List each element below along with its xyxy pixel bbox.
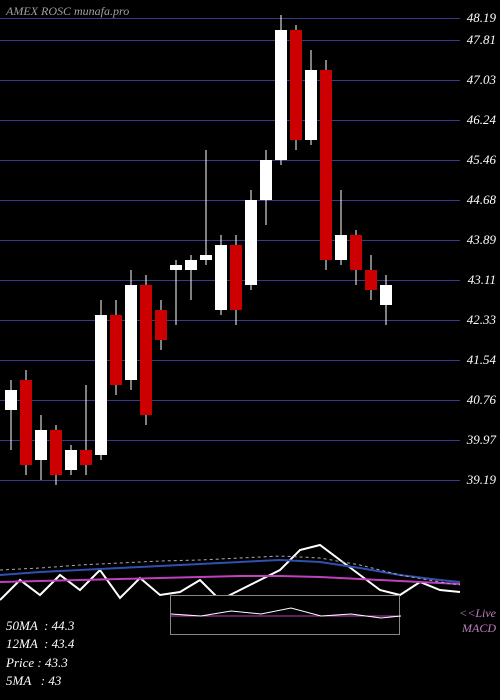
- y-axis-label: 48.19: [467, 10, 496, 26]
- candle[interactable]: [365, 0, 377, 500]
- candle[interactable]: [95, 0, 107, 500]
- candle-body: [110, 315, 122, 385]
- exchange-label: AMEX: [6, 4, 38, 18]
- candle[interactable]: [80, 0, 92, 500]
- candle[interactable]: [155, 0, 167, 500]
- stats-line: 12MA : 43.4: [6, 635, 74, 653]
- candle-body: [290, 30, 302, 140]
- candle[interactable]: [350, 0, 362, 500]
- macd-label: <<Live MACD: [459, 606, 496, 636]
- y-axis-label: 45.46: [467, 152, 496, 168]
- candle-body: [305, 70, 317, 140]
- candle[interactable]: [380, 0, 392, 500]
- y-axis: 48.19 47.81 47.03 46.24 45.46 44.68 43.89 43.11…: [460, 0, 498, 500]
- candle[interactable]: [230, 0, 242, 500]
- candle-body: [80, 450, 92, 465]
- y-axis-label: 43.11: [468, 272, 496, 288]
- candle-body: [140, 285, 152, 415]
- chart-container: AMEX ROSC munafa.pro 48.19 47.81 47.03 46.2…: [0, 0, 500, 700]
- candle[interactable]: [50, 0, 62, 500]
- candle[interactable]: [170, 0, 182, 500]
- candle-body: [5, 390, 17, 410]
- stats-panel: 50MA : 44.312MA : 43.4Price : 43.35MA : …: [6, 617, 74, 690]
- candle-body: [380, 285, 392, 305]
- candle[interactable]: [320, 0, 332, 500]
- y-axis-label: 46.24: [467, 112, 496, 128]
- candle[interactable]: [110, 0, 122, 500]
- candle-body: [35, 430, 47, 460]
- candle[interactable]: [335, 0, 347, 500]
- stats-line: Price : 43.3: [6, 654, 74, 672]
- y-axis-label: 47.81: [467, 32, 496, 48]
- symbol-label: ROSC: [41, 4, 71, 18]
- stats-line: 5MA : 43: [6, 672, 74, 690]
- candle-body: [65, 450, 77, 470]
- candle-body: [185, 260, 197, 270]
- candle-body: [50, 430, 62, 475]
- stats-line: 50MA : 44.3: [6, 617, 74, 635]
- source-label: munafa.pro: [74, 4, 129, 18]
- candle-body: [245, 200, 257, 285]
- candle[interactable]: [5, 0, 17, 500]
- candle-body: [365, 270, 377, 290]
- candle[interactable]: [185, 0, 197, 500]
- candle[interactable]: [290, 0, 302, 500]
- indicator-panel[interactable]: <<Live MACD: [0, 520, 500, 640]
- macd-inset: [170, 595, 400, 635]
- candle[interactable]: [245, 0, 257, 500]
- y-axis-label: 39.97: [467, 432, 496, 448]
- candle-body: [230, 245, 242, 310]
- y-axis-label: 43.89: [467, 232, 496, 248]
- y-axis-label: 44.68: [467, 192, 496, 208]
- y-axis-label: 47.03: [467, 72, 496, 88]
- inset-svg: [171, 596, 401, 636]
- candle-body: [350, 235, 362, 270]
- candle[interactable]: [275, 0, 287, 500]
- indicator-line-ma1: [0, 560, 460, 582]
- candle-body: [275, 30, 287, 160]
- candle[interactable]: [125, 0, 137, 500]
- candle-body: [320, 70, 332, 260]
- y-axis-label: 42.33: [467, 312, 496, 328]
- macd-label-line2: MACD: [459, 621, 496, 636]
- candle[interactable]: [305, 0, 317, 500]
- candle[interactable]: [215, 0, 227, 500]
- candle-body: [260, 160, 272, 200]
- candle-body: [125, 285, 137, 380]
- y-axis-label: 41.54: [467, 352, 496, 368]
- candle[interactable]: [260, 0, 272, 500]
- candle[interactable]: [35, 0, 47, 500]
- candle-body: [200, 255, 212, 260]
- candle-body: [335, 235, 347, 260]
- y-axis-label: 40.76: [467, 392, 496, 408]
- candle[interactable]: [140, 0, 152, 500]
- candle[interactable]: [200, 0, 212, 500]
- candle-body: [20, 380, 32, 465]
- macd-label-line1: <<Live: [459, 606, 496, 621]
- chart-header: AMEX ROSC munafa.pro: [6, 4, 129, 19]
- candle-body: [170, 265, 182, 270]
- candle-wick: [206, 150, 207, 265]
- y-axis-label: 39.19: [467, 472, 496, 488]
- candle-body: [155, 310, 167, 340]
- candle-body: [95, 315, 107, 455]
- candle[interactable]: [65, 0, 77, 500]
- price-chart[interactable]: [0, 0, 460, 500]
- candle[interactable]: [20, 0, 32, 500]
- candle-body: [215, 245, 227, 310]
